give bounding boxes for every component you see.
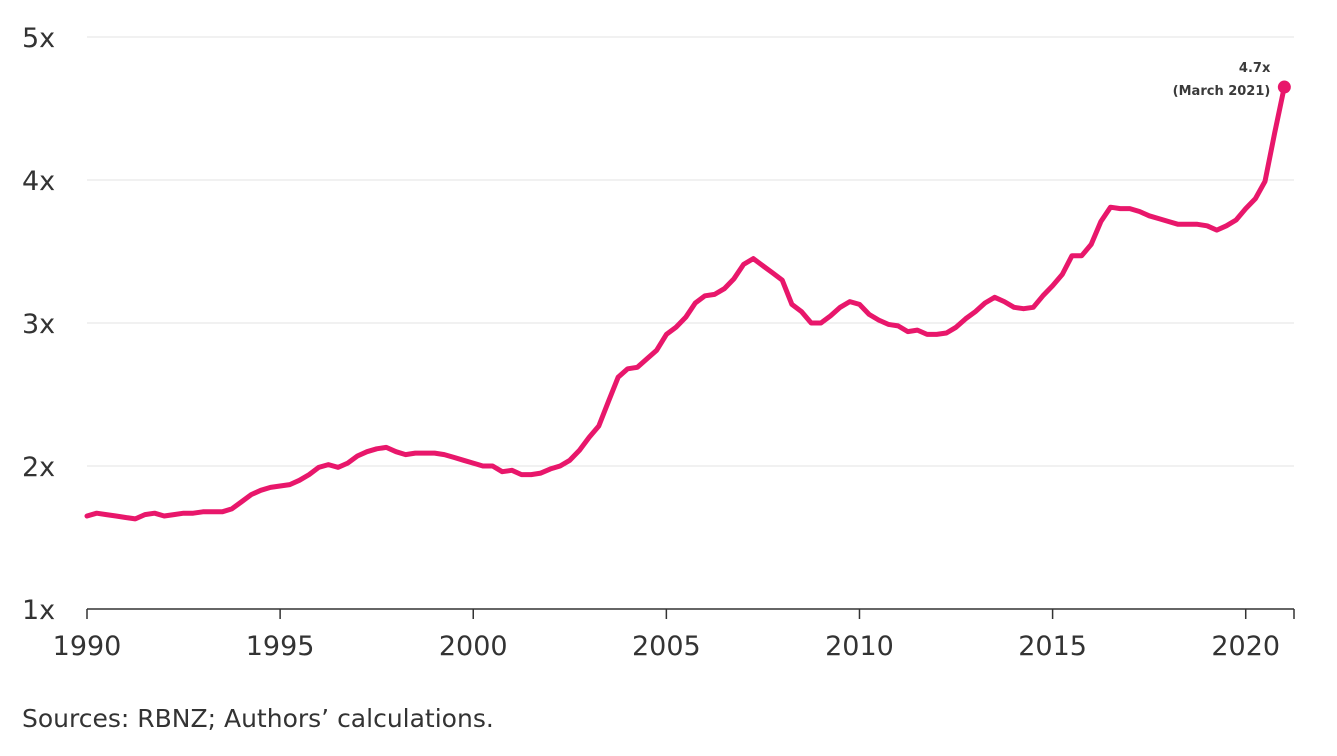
x-tick-labels: 1990 1995 2000 2005 2010 2015 2020 [53,631,1280,662]
series [84,80,1291,522]
x-tick-label: 2000 [439,631,508,662]
x-tick-label: 2005 [632,631,701,662]
source-note: Sources: RBNZ; Authors’ calculations. [22,704,494,733]
annotation: 4.7x (March 2021) [1173,61,1271,99]
y-tick-label: 5x [22,23,55,54]
x-tick-label: 2015 [1018,631,1087,662]
gridlines [87,36,1294,467]
x-axis [86,608,1295,619]
annotation-date-label: (March 2021) [1173,84,1271,99]
y-tick-label: 1x [22,595,55,626]
annotation-value-label: 4.7x [1239,61,1271,76]
x-tick-label: 1995 [246,631,315,662]
y-tick-label: 4x [22,166,55,197]
y-tick-label: 3x [22,309,55,340]
series-line-0 [84,84,1287,522]
x-tick-label: 2020 [1211,631,1280,662]
x-tick-label: 2010 [825,631,894,662]
x-tick-label: 1990 [53,631,122,662]
y-axis: 1x 2x 3x 4x 5x [22,23,55,626]
y-tick-label: 2x [22,452,55,483]
latest-point-marker [1277,80,1291,94]
